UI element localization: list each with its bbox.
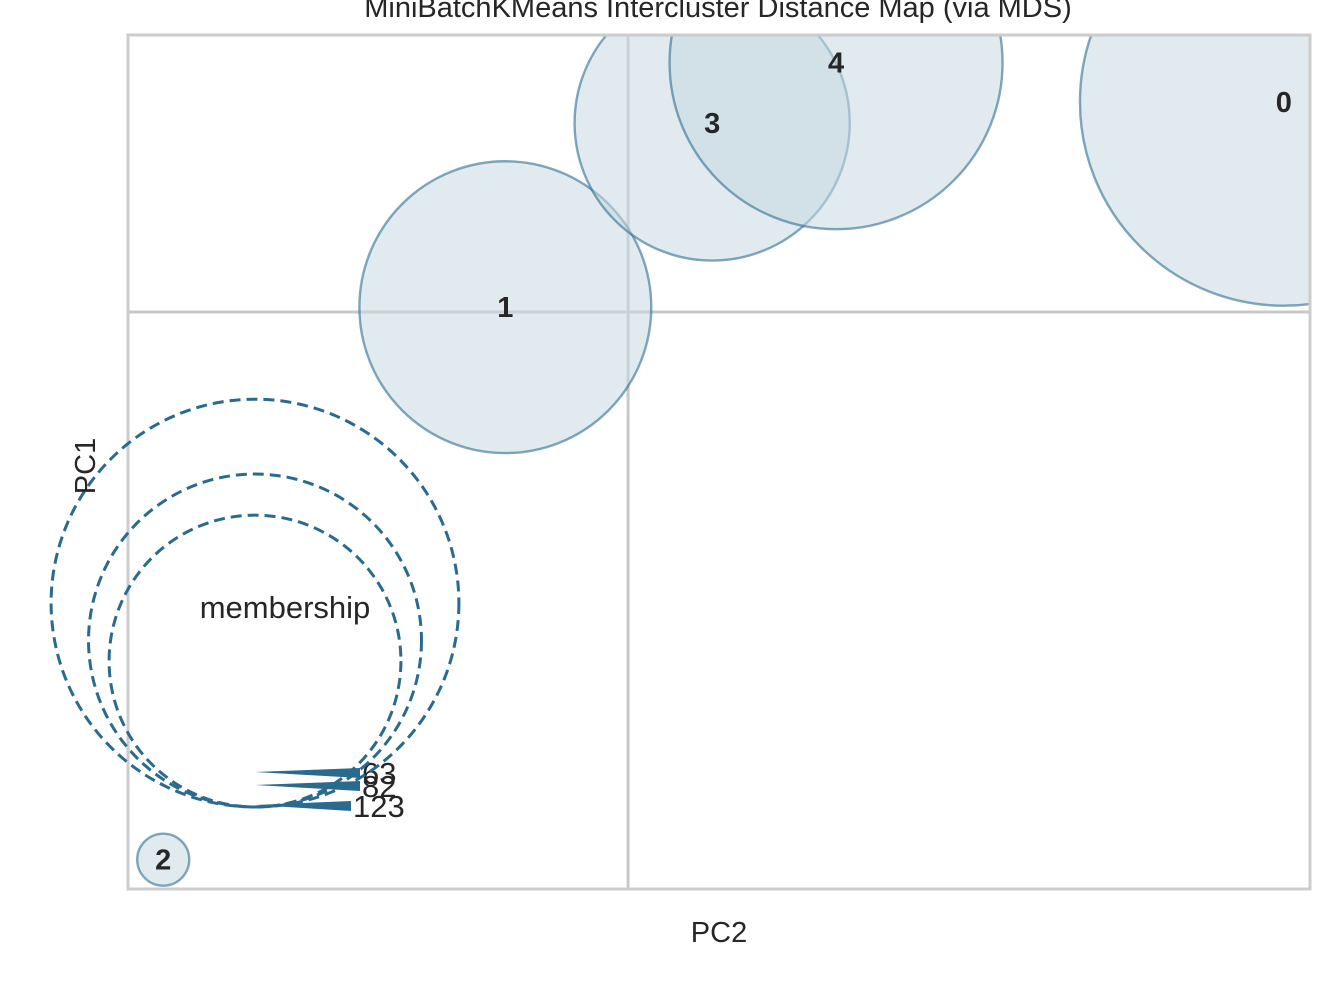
cluster-label-4: 4: [828, 48, 844, 80]
cluster-bubbles: [136, 35, 1310, 887]
legend-pointer-63: [255, 768, 360, 778]
cluster-bubble-2: [136, 832, 191, 887]
legend-pointer-123: [255, 801, 351, 811]
legend-title: membership: [200, 590, 371, 625]
cluster-label-3: 3: [704, 108, 720, 140]
x-axis-label: PC2: [691, 917, 747, 949]
chart-title: MiniBatchKMeans Intercluster Distance Ma…: [364, 0, 1072, 24]
cluster-label-2: 2: [155, 845, 171, 877]
legend-circle-82: [87, 472, 423, 809]
legend-label-82: 82: [362, 769, 396, 804]
legend-circle-63: [107, 513, 403, 809]
cluster-bubble-4: [668, 35, 1004, 231]
plot-frame: [126, 33, 1312, 891]
legend-circle-123: [49, 397, 461, 809]
y-axis-label: PC1: [70, 438, 102, 494]
legend-pointer-82: [255, 781, 360, 791]
cluster-bubble-1: [358, 160, 653, 455]
cluster-label-1: 1: [497, 292, 513, 324]
legend-label-123: 123: [353, 789, 405, 824]
cluster-label-0: 0: [1276, 87, 1292, 119]
cluster-bubble-0: [1078, 35, 1310, 307]
